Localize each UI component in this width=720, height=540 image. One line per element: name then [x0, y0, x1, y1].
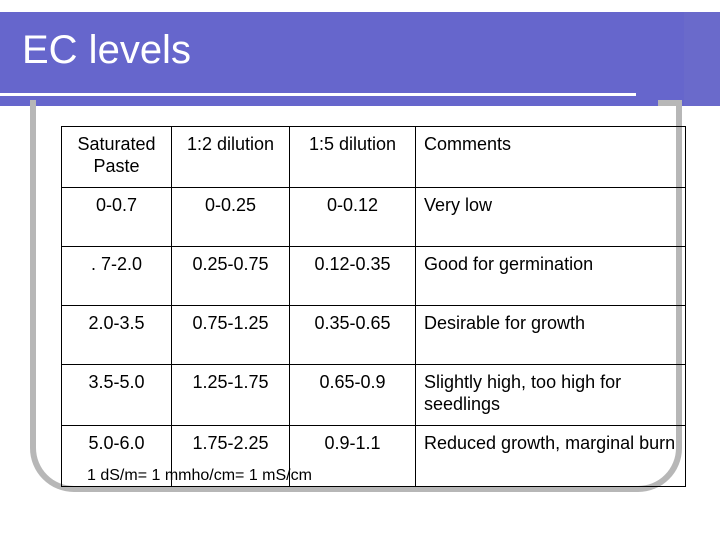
header-comments: Comments — [415, 126, 686, 188]
cell-1-2-dilution: 0-0.25 — [171, 187, 290, 247]
table-row: . 7-2.0 0.25-0.75 0.12-0.35 Good for ger… — [61, 246, 686, 306]
cell-comments: Very low — [415, 187, 686, 247]
cell-1-5-dilution: 0.65-0.9 — [289, 364, 416, 426]
cell-comments: Reduced growth, marginal burn — [415, 425, 686, 487]
cell-saturated-paste: . 7-2.0 — [61, 246, 172, 306]
table-row: 0-0.7 0-0.25 0-0.12 Very low — [61, 187, 686, 247]
title-underline — [0, 93, 636, 96]
unit-footnote: 1 dS/m= 1 mmho/cm= 1 mS/cm — [87, 467, 312, 484]
header-1-2-dilution: 1:2 dilution — [171, 126, 290, 188]
cell-saturated-paste: 3.5-5.0 — [61, 364, 172, 426]
cell-1-2-dilution: 0.25-0.75 — [171, 246, 290, 306]
cell-1-2-dilution: 0.75-1.25 — [171, 305, 290, 365]
cell-saturated-paste: 2.0-3.5 — [61, 305, 172, 365]
cell-1-5-dilution: 0-0.12 — [289, 187, 416, 247]
cell-comments: Desirable for growth — [415, 305, 686, 365]
content-frame-corner — [658, 100, 682, 106]
title-bar — [0, 12, 720, 106]
cell-1-5-dilution: 0.12-0.35 — [289, 246, 416, 306]
cell-1-5-dilution: 0.9-1.1 — [289, 425, 416, 487]
cell-saturated-paste: 5.0-6.0 — [61, 425, 172, 487]
cell-1-2-dilution: 1.75-2.25 — [171, 425, 290, 487]
ec-levels-table: Saturated Paste 1:2 dilution 1:5 dilutio… — [61, 126, 686, 487]
table-header-row: Saturated Paste 1:2 dilution 1:5 dilutio… — [61, 126, 686, 188]
cell-1-5-dilution: 0.35-0.65 — [289, 305, 416, 365]
cell-comments: Good for germination — [415, 246, 686, 306]
cell-1-2-dilution: 1.25-1.75 — [171, 364, 290, 426]
cell-comments: Slightly high, too high for seedlings — [415, 364, 686, 426]
table-row: 2.0-3.5 0.75-1.25 0.35-0.65 Desirable fo… — [61, 305, 686, 365]
slide-title: EC levels — [22, 28, 191, 72]
cell-saturated-paste: 0-0.7 — [61, 187, 172, 247]
table-row: 3.5-5.0 1.25-1.75 0.65-0.9 Slightly high… — [61, 364, 686, 426]
title-bar-edge — [684, 12, 720, 106]
header-1-5-dilution: 1:5 dilution — [289, 126, 416, 188]
header-saturated-paste: Saturated Paste — [61, 126, 172, 188]
table-row: 5.0-6.0 1.75-2.25 0.9-1.1 Reduced growth… — [61, 425, 686, 487]
